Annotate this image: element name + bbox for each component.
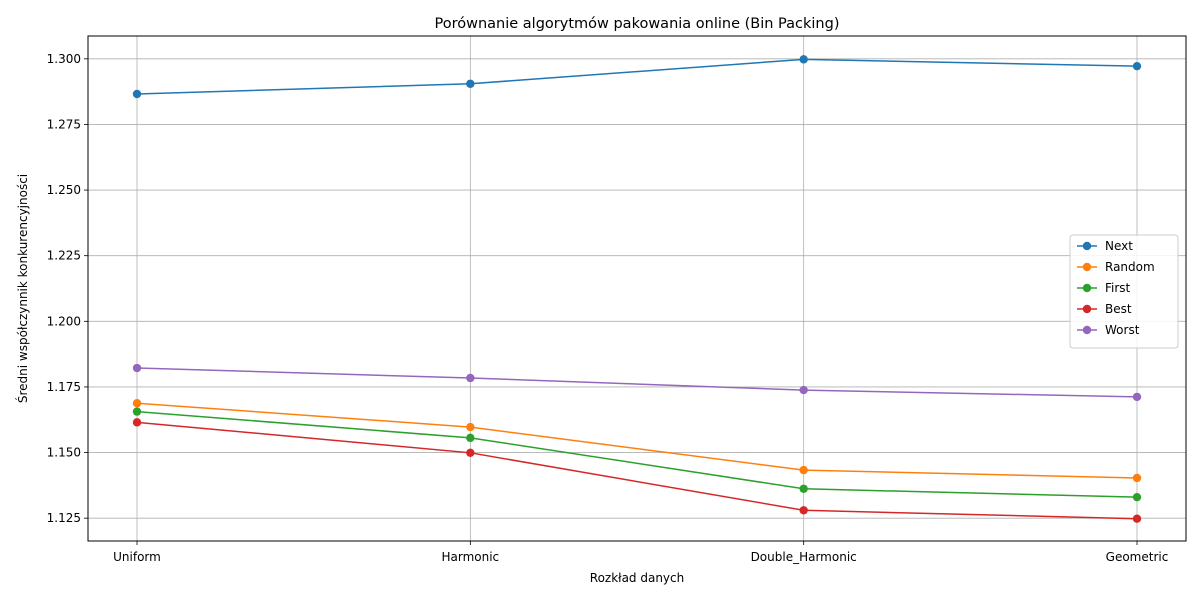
y-axis: 1.125 1.150 1.175 1.200 1.225 1.250 1.275 1.300 [47,52,88,525]
data-point [466,79,475,88]
x-tick-label: Uniform [113,550,161,564]
legend-item: First [1077,281,1131,295]
series-random [132,399,1142,483]
data-point [799,385,808,395]
legend-marker [1082,304,1092,314]
data-point [1132,392,1142,402]
legend: Next Random First Best Worst [1069,234,1179,349]
legend-label: Best [1105,302,1132,316]
y-tick-label: 1.125 [47,511,81,525]
y-tick-label: 1.150 [47,446,81,460]
y-tick-label: 1.300 [47,52,81,66]
legend-marker [1082,262,1092,272]
series-line [136,58,1138,95]
legend-item: Random [1077,260,1155,274]
legend-label: Random [1105,260,1155,274]
x-tick-label: Harmonic [441,550,499,564]
y-axis-label: Średni współczynnik konkurencyjności [15,174,30,403]
legend-label: Worst [1105,323,1140,337]
data-point [799,55,808,64]
x-tick-label: Geometric [1106,550,1169,564]
data-point [1132,473,1142,483]
data-point [799,484,808,493]
legend-item: Next [1077,239,1133,253]
series-line [136,421,1138,520]
legend-marker [1082,325,1092,335]
data-point [132,89,142,99]
series-group [132,55,1142,523]
series-worst [132,363,1142,402]
data-point [1132,514,1142,523]
legend-item: Best [1077,302,1132,316]
series-next [132,55,1142,99]
data-point [466,422,475,432]
series-line [136,367,1138,398]
data-point [132,363,142,373]
legend-label: First [1105,281,1131,295]
data-point [132,418,142,427]
series-first [132,407,1142,502]
y-tick-label: 1.250 [47,183,81,197]
x-tick-label: Double_Harmonic [751,550,857,564]
series-line [136,402,1138,479]
legend-label: Next [1105,239,1133,253]
data-point [466,373,475,383]
data-point [132,399,142,408]
legend-marker [1082,241,1092,251]
legend-item: Worst [1077,323,1140,337]
data-point [466,448,475,458]
series-line [136,410,1138,498]
series-best [132,418,1142,523]
y-tick-label: 1.225 [47,249,81,263]
y-tick-label: 1.275 [47,117,81,131]
data-point [466,433,475,443]
y-tick-label: 1.200 [47,314,81,328]
legend-box [1069,234,1179,349]
x-axis-label: Rozkład danych [590,571,684,585]
data-point [799,506,808,515]
data-point [1132,61,1142,71]
y-tick-label: 1.175 [47,380,81,394]
data-point [799,465,808,475]
data-point [132,407,142,416]
data-point [1132,492,1142,502]
legend-marker [1082,283,1092,293]
grid [88,36,1186,541]
plot-area-frame [87,35,1187,542]
chart-title: Porównanie algorytmów pakowania online (… [435,16,840,32]
x-axis: Uniform Harmonic Double_Harmonic Geometric [113,541,1168,564]
